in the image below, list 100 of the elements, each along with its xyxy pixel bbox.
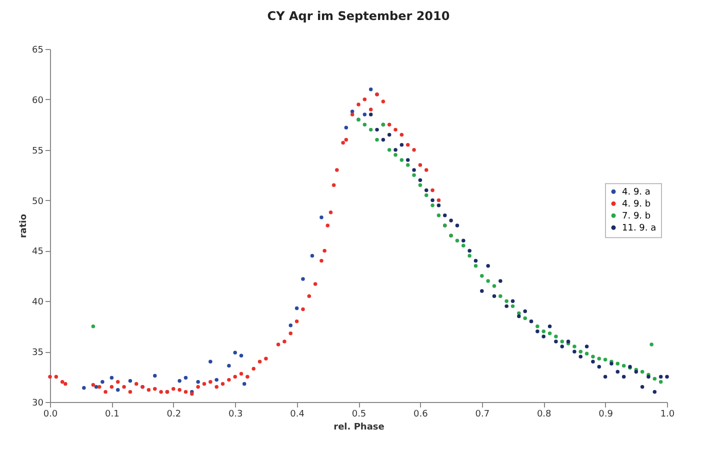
point: [406, 163, 410, 167]
point: [523, 309, 527, 314]
point: [368, 128, 373, 132]
point: [455, 224, 460, 228]
point: [462, 244, 466, 248]
x-tick-label: 0.3: [228, 410, 243, 420]
point: [486, 279, 490, 283]
point: [603, 358, 608, 362]
legend-label: 4. 9. b: [622, 200, 651, 210]
point: [239, 354, 244, 358]
point: [510, 299, 515, 304]
point: [91, 324, 96, 328]
y-tick-label: 40: [32, 298, 44, 308]
point: [554, 340, 558, 344]
point: [652, 376, 657, 381]
y-tick-label: 65: [32, 46, 44, 56]
point: [424, 188, 428, 192]
point: [616, 370, 620, 374]
point: [82, 386, 86, 390]
point: [406, 158, 410, 162]
point: [443, 214, 447, 218]
point: [301, 277, 305, 281]
x-tick-label: 0.9: [598, 410, 614, 420]
point: [116, 388, 120, 392]
point: [412, 173, 416, 177]
y-tick-label: 55: [32, 146, 44, 156]
point: [288, 323, 292, 328]
point: [572, 344, 576, 348]
point: [591, 354, 595, 358]
point: [430, 203, 434, 208]
point: [153, 374, 157, 378]
point: [510, 304, 515, 308]
point: [94, 385, 98, 389]
point: [394, 153, 398, 157]
point: [400, 158, 404, 162]
point: [294, 306, 299, 310]
point: [603, 374, 608, 379]
point: [492, 294, 496, 298]
point: [468, 248, 472, 253]
point: [178, 378, 182, 383]
point: [554, 334, 558, 338]
x-tick-label: 0.2: [166, 410, 182, 420]
point: [362, 122, 367, 127]
point: [368, 87, 373, 92]
point: [658, 374, 663, 379]
point: [387, 148, 392, 152]
x-tick-label: 0.5: [352, 410, 366, 420]
point: [474, 264, 478, 268]
point: [504, 304, 508, 308]
point: [560, 344, 564, 348]
point: [436, 203, 441, 208]
point: [572, 350, 576, 354]
point: [400, 142, 404, 147]
x-tick-label: 0.8: [536, 410, 552, 420]
x-tick-label: 0.0: [43, 410, 58, 420]
point: [650, 342, 654, 346]
point: [517, 314, 521, 318]
y-tick-label: 35: [32, 348, 44, 358]
point: [578, 354, 582, 358]
point: [344, 126, 348, 130]
point: [542, 330, 546, 334]
point: [196, 380, 200, 384]
point: [468, 254, 472, 258]
point: [227, 364, 231, 368]
point: [310, 254, 314, 258]
point: [320, 216, 324, 220]
point: [597, 356, 601, 360]
point: [486, 264, 490, 268]
y-tick-label: 30: [32, 398, 44, 408]
legend-label: 11. 9. a: [622, 224, 656, 234]
point: [412, 168, 416, 172]
point: [578, 350, 582, 354]
point: [622, 374, 626, 379]
y-tick-label: 50: [32, 196, 44, 207]
point: [214, 378, 218, 382]
point: [375, 128, 379, 132]
point: [652, 390, 657, 394]
point: [430, 198, 434, 202]
x-tick-label: 0.4: [290, 410, 305, 420]
point: [622, 364, 626, 368]
point: [242, 382, 246, 386]
point: [548, 332, 552, 336]
point: [536, 324, 540, 328]
legend-label: 4. 9. a: [622, 188, 650, 198]
point: [597, 364, 601, 369]
point: [498, 294, 502, 298]
point: [362, 112, 367, 116]
point: [548, 324, 552, 328]
point: [616, 362, 620, 366]
point: [184, 376, 188, 380]
y-tick-label: 45: [32, 247, 44, 258]
point: [640, 370, 644, 374]
point: [418, 183, 422, 188]
point: [424, 193, 428, 198]
point: [584, 352, 589, 356]
point: [498, 279, 502, 283]
point: [591, 360, 595, 364]
x-tick-label: 1.0: [660, 410, 675, 420]
point: [436, 214, 441, 218]
point: [110, 376, 114, 380]
